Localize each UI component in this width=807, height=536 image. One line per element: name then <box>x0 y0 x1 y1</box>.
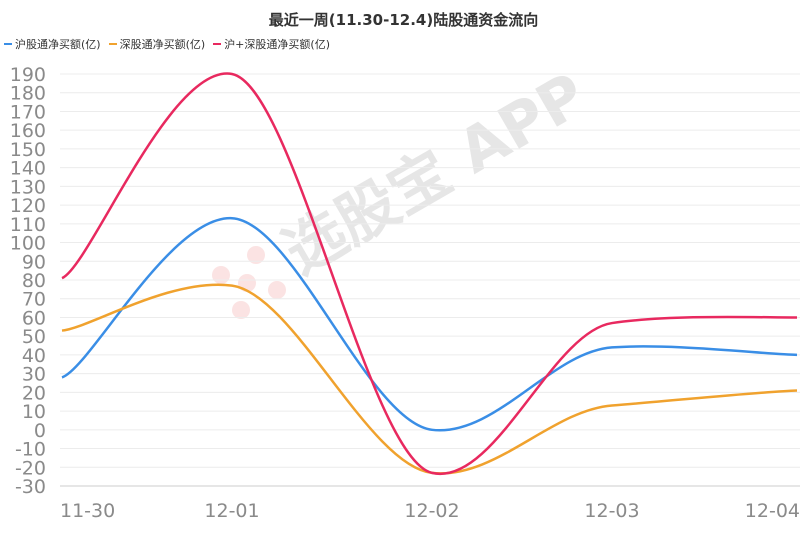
y-tick-label: -20 <box>15 457 46 479</box>
legend-label-sz: 深股通净买额(亿) <box>119 38 206 51</box>
y-tick-label: 180 <box>10 83 46 105</box>
legend-swatch-sz <box>108 43 117 45</box>
y-tick-label: 30 <box>22 364 46 386</box>
y-tick-label: 10 <box>22 401 46 423</box>
x-axis: 11-30 12-01 12-02 12-03 12-04 <box>60 500 800 522</box>
y-tick-label: 150 <box>10 139 46 161</box>
watermark-logo-dot <box>212 266 230 284</box>
legend-swatch-total <box>213 43 222 45</box>
legend-swatch-sh <box>4 43 12 45</box>
y-tick-label: 70 <box>22 289 46 311</box>
series-lines <box>61 72 798 476</box>
y-tick-label: 20 <box>22 382 46 404</box>
legend-label-sh: 沪股通净买额(亿) <box>15 38 101 51</box>
y-tick-label: 60 <box>22 307 46 329</box>
y-tick-label: 0 <box>34 420 46 442</box>
x-tick-label: 12-01 <box>204 500 259 522</box>
y-tick-label: 90 <box>22 251 46 273</box>
y-tick-label: 110 <box>10 214 46 236</box>
watermark-logo-dot <box>268 281 286 299</box>
y-tick-label: 140 <box>10 158 46 180</box>
x-tick-label: 12-03 <box>584 500 639 522</box>
watermark-logo-dot <box>232 301 250 319</box>
y-tick-label: 100 <box>10 233 46 255</box>
y-tick-label: -30 <box>15 476 46 498</box>
legend-label-total: 沪+深股通净买额(亿) <box>224 38 330 51</box>
y-tick-label: 80 <box>22 270 46 292</box>
y-tick-label: 160 <box>10 120 46 142</box>
legend[interactable]: 沪股通净买额(亿) 深股通净买额(亿) 沪+深股通净买额(亿) <box>4 36 330 52</box>
legend-item-total[interactable]: 沪+深股通净买额(亿) <box>213 36 330 52</box>
y-tick-label: 50 <box>22 326 46 348</box>
y-tick-label: -10 <box>15 439 46 461</box>
y-tick-label: 190 <box>10 64 46 86</box>
y-tick-label: 120 <box>10 195 46 217</box>
series-line-sh <box>61 216 798 432</box>
series-line-total <box>61 72 798 476</box>
legend-item-sh[interactable]: 沪股通净买额(亿) <box>4 36 101 52</box>
y-axis: 1901801701601501401301201101009080706050… <box>10 64 46 498</box>
x-tick-label: 12-02 <box>404 500 459 522</box>
chart-title: 最近一周(11.30-12.4)陆股通资金流向 <box>268 11 539 29</box>
series-line-sz <box>61 283 798 475</box>
y-tick-label: 130 <box>10 176 46 198</box>
x-tick-label: 11-30 <box>60 500 115 522</box>
watermark-text: 选股宝 APP <box>273 60 598 288</box>
watermark-logo-dot <box>247 246 265 264</box>
grid <box>60 73 800 487</box>
y-tick-label: 170 <box>10 101 46 123</box>
x-tick-label: 12-04 <box>745 500 800 522</box>
y-tick-label: 40 <box>22 345 46 367</box>
legend-item-sz[interactable]: 深股通净买额(亿) <box>108 36 206 52</box>
